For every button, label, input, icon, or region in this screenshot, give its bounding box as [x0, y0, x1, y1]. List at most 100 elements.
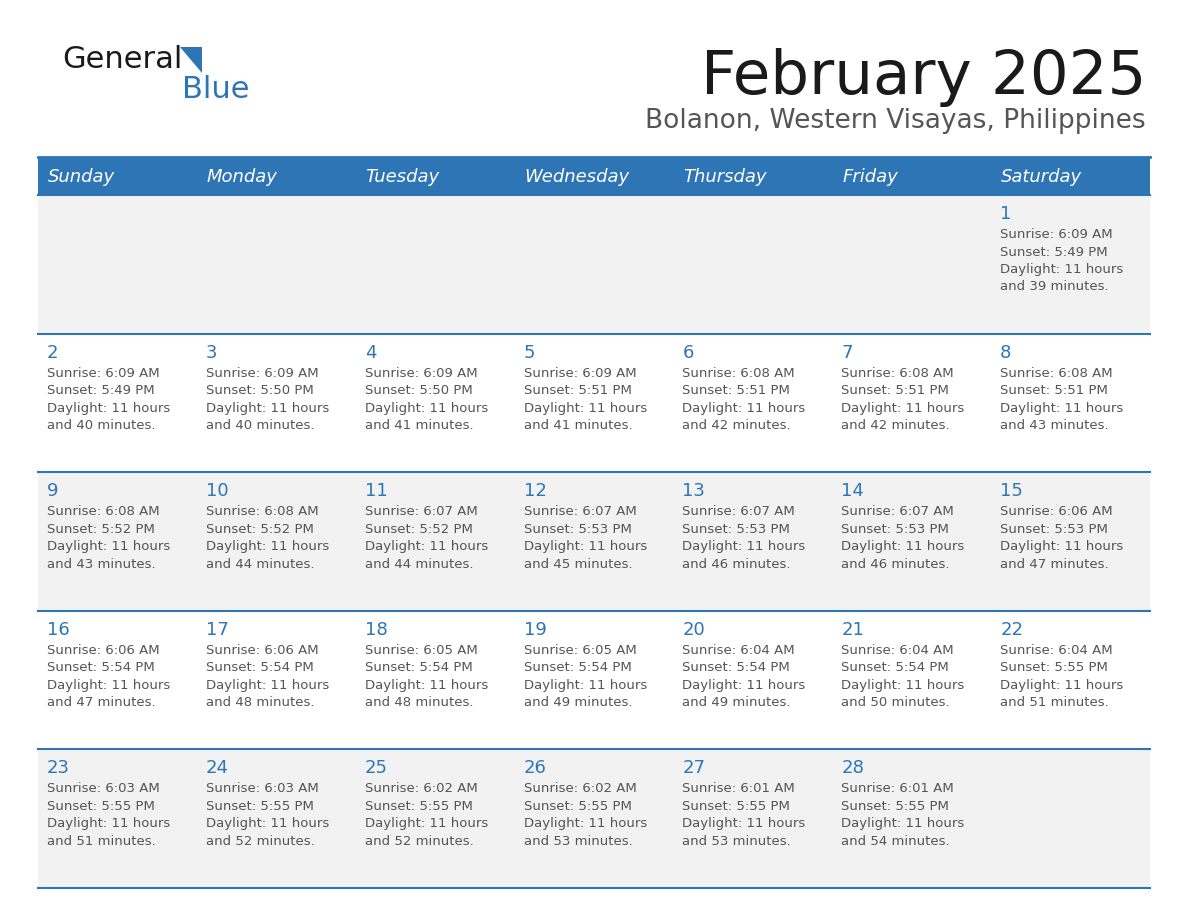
Text: Sunrise: 6:08 AM: Sunrise: 6:08 AM	[841, 366, 954, 380]
Bar	[514, 610, 674, 749]
Text: Sunrise: 6:08 AM: Sunrise: 6:08 AM	[206, 505, 318, 518]
Bar	[38, 333, 197, 472]
Text: Sunrise: 6:01 AM: Sunrise: 6:01 AM	[682, 782, 795, 795]
Text: Daylight: 11 hours: Daylight: 11 hours	[841, 540, 965, 554]
Text: and 52 minutes.: and 52 minutes.	[365, 834, 474, 848]
Text: Daylight: 11 hours: Daylight: 11 hours	[524, 401, 646, 415]
Text: Sunrise: 6:06 AM: Sunrise: 6:06 AM	[206, 644, 318, 656]
Text: 7: 7	[841, 343, 853, 362]
Text: 20: 20	[682, 621, 706, 639]
Bar	[514, 195, 674, 333]
Text: Sunset: 5:53 PM: Sunset: 5:53 PM	[682, 522, 790, 536]
Text: Sunrise: 6:04 AM: Sunrise: 6:04 AM	[1000, 644, 1113, 656]
Text: Sunrise: 6:09 AM: Sunrise: 6:09 AM	[365, 366, 478, 380]
Text: and 54 minutes.: and 54 minutes.	[841, 834, 950, 848]
Text: Daylight: 11 hours: Daylight: 11 hours	[48, 678, 170, 692]
Text: Daylight: 11 hours: Daylight: 11 hours	[365, 540, 488, 554]
Text: Sunrise: 6:04 AM: Sunrise: 6:04 AM	[841, 644, 954, 656]
Bar	[674, 610, 833, 749]
Text: 9: 9	[48, 482, 58, 500]
Text: Sunday: Sunday	[48, 168, 115, 186]
Text: and 48 minutes.: and 48 minutes.	[365, 696, 473, 710]
Bar	[991, 333, 1150, 472]
Text: Sunset: 5:49 PM: Sunset: 5:49 PM	[1000, 245, 1107, 259]
Text: Sunrise: 6:08 AM: Sunrise: 6:08 AM	[48, 505, 159, 518]
Text: Daylight: 11 hours: Daylight: 11 hours	[48, 401, 170, 415]
Bar	[991, 610, 1150, 749]
Text: 12: 12	[524, 482, 546, 500]
Bar	[991, 472, 1150, 610]
Text: General: General	[62, 45, 183, 74]
Bar	[355, 472, 514, 610]
Bar	[38, 195, 197, 333]
Text: 13: 13	[682, 482, 706, 500]
Bar	[833, 333, 991, 472]
Text: Sunset: 5:50 PM: Sunset: 5:50 PM	[365, 384, 473, 397]
Text: and 46 minutes.: and 46 minutes.	[841, 558, 949, 571]
Text: Thursday: Thursday	[683, 168, 767, 186]
Text: Sunset: 5:55 PM: Sunset: 5:55 PM	[682, 800, 790, 813]
Bar	[514, 749, 674, 888]
Bar	[197, 195, 355, 333]
Text: Sunset: 5:52 PM: Sunset: 5:52 PM	[48, 522, 154, 536]
Text: Daylight: 11 hours: Daylight: 11 hours	[206, 540, 329, 554]
Text: Daylight: 11 hours: Daylight: 11 hours	[841, 678, 965, 692]
Text: Sunrise: 6:09 AM: Sunrise: 6:09 AM	[524, 366, 637, 380]
Bar	[514, 472, 674, 610]
Text: Daylight: 11 hours: Daylight: 11 hours	[365, 401, 488, 415]
Text: Blue: Blue	[182, 75, 249, 104]
Text: 27: 27	[682, 759, 706, 778]
Text: Wednesday: Wednesday	[525, 168, 630, 186]
Text: Sunrise: 6:05 AM: Sunrise: 6:05 AM	[365, 644, 478, 656]
Bar	[674, 195, 833, 333]
Text: and 47 minutes.: and 47 minutes.	[48, 696, 156, 710]
Bar	[991, 157, 1150, 195]
Text: Sunset: 5:54 PM: Sunset: 5:54 PM	[682, 661, 790, 675]
Bar	[674, 157, 833, 195]
Text: Monday: Monday	[207, 168, 278, 186]
Text: 16: 16	[48, 621, 70, 639]
Text: Sunrise: 6:07 AM: Sunrise: 6:07 AM	[365, 505, 478, 518]
Text: Saturday: Saturday	[1001, 168, 1082, 186]
Text: and 40 minutes.: and 40 minutes.	[48, 420, 156, 432]
Text: Sunset: 5:54 PM: Sunset: 5:54 PM	[365, 661, 473, 675]
Text: and 39 minutes.: and 39 minutes.	[1000, 281, 1108, 294]
Bar	[833, 195, 991, 333]
Text: Sunset: 5:51 PM: Sunset: 5:51 PM	[1000, 384, 1108, 397]
Text: and 42 minutes.: and 42 minutes.	[841, 420, 950, 432]
Bar	[197, 749, 355, 888]
Bar	[355, 333, 514, 472]
Text: and 50 minutes.: and 50 minutes.	[841, 696, 950, 710]
Bar	[38, 157, 197, 195]
Text: Sunrise: 6:07 AM: Sunrise: 6:07 AM	[524, 505, 637, 518]
Text: 22: 22	[1000, 621, 1023, 639]
Text: and 47 minutes.: and 47 minutes.	[1000, 558, 1108, 571]
Bar	[674, 333, 833, 472]
Text: Sunset: 5:55 PM: Sunset: 5:55 PM	[365, 800, 473, 813]
Text: and 49 minutes.: and 49 minutes.	[524, 696, 632, 710]
Bar	[38, 749, 197, 888]
Text: Sunset: 5:51 PM: Sunset: 5:51 PM	[524, 384, 632, 397]
Text: Sunset: 5:53 PM: Sunset: 5:53 PM	[524, 522, 632, 536]
Text: Daylight: 11 hours: Daylight: 11 hours	[682, 540, 805, 554]
Text: Sunset: 5:54 PM: Sunset: 5:54 PM	[48, 661, 154, 675]
Text: Sunrise: 6:08 AM: Sunrise: 6:08 AM	[682, 366, 795, 380]
Bar	[514, 157, 674, 195]
Text: Sunset: 5:52 PM: Sunset: 5:52 PM	[206, 522, 314, 536]
Text: Daylight: 11 hours: Daylight: 11 hours	[841, 401, 965, 415]
Bar	[674, 472, 833, 610]
Text: Daylight: 11 hours: Daylight: 11 hours	[841, 817, 965, 831]
Text: Daylight: 11 hours: Daylight: 11 hours	[682, 401, 805, 415]
Text: Sunset: 5:55 PM: Sunset: 5:55 PM	[524, 800, 632, 813]
Text: 28: 28	[841, 759, 864, 778]
Text: and 45 minutes.: and 45 minutes.	[524, 558, 632, 571]
Text: Sunrise: 6:06 AM: Sunrise: 6:06 AM	[1000, 505, 1113, 518]
Text: 6: 6	[682, 343, 694, 362]
Text: 23: 23	[48, 759, 70, 778]
Text: February 2025: February 2025	[701, 48, 1146, 107]
Bar	[833, 749, 991, 888]
Bar	[197, 333, 355, 472]
Bar	[197, 472, 355, 610]
Bar	[991, 195, 1150, 333]
Text: and 43 minutes.: and 43 minutes.	[1000, 420, 1108, 432]
